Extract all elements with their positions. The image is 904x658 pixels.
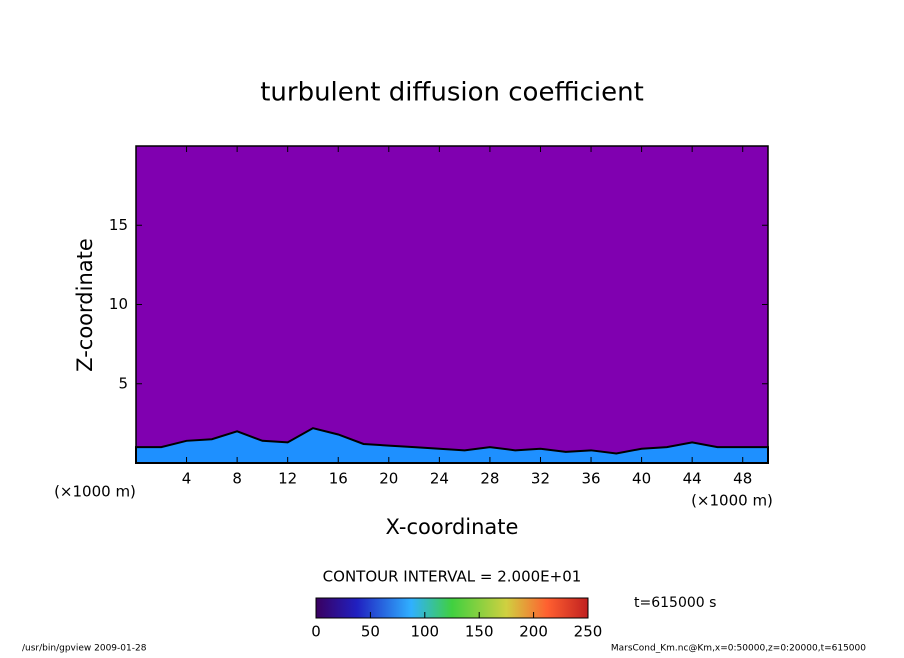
colorbar — [315, 597, 589, 619]
x-tick-label: 44 — [683, 470, 702, 488]
y-tick-label: 15 — [109, 216, 128, 234]
colorbar-tick-label: 150 — [465, 623, 494, 641]
y-tick-label: 5 — [118, 374, 128, 392]
colorbar-tick-label: 250 — [574, 623, 603, 641]
chart-title: turbulent diffusion coefficient — [260, 78, 644, 108]
x-tick-label: 12 — [278, 470, 297, 488]
footer-left: /usr/bin/gpview 2009-01-28 — [22, 644, 147, 654]
colorbar-tick-label: 0 — [311, 623, 321, 641]
x-tick-label: 16 — [329, 470, 348, 488]
y-axis-label: Z-coordinate — [73, 238, 97, 372]
x-tick-label: 4 — [182, 470, 192, 488]
x-tick-label: 40 — [632, 470, 651, 488]
x-tick-label: 24 — [430, 470, 449, 488]
colorbar-tick-label: 200 — [519, 623, 548, 641]
plot-background — [136, 146, 768, 463]
colorbar-tick-label: 50 — [361, 623, 380, 641]
x-tick-label: 48 — [733, 470, 752, 488]
x-tick-label: 28 — [480, 470, 499, 488]
x-tick-label: 32 — [531, 470, 550, 488]
area — [135, 427, 769, 464]
x-tick-label: 8 — [232, 470, 242, 488]
colorbar-tick-label: 100 — [410, 623, 439, 641]
contour-interval: CONTOUR INTERVAL = 2.000E+01 — [323, 568, 582, 586]
x-unit-label: (×1000 m) — [691, 492, 773, 510]
time-label: t=615000 s — [634, 595, 716, 611]
x-tick-label: 20 — [379, 470, 398, 488]
x-tick-label: 36 — [581, 470, 600, 488]
y-unit-label: (×1000 m) — [54, 483, 136, 501]
y-tick-label: 10 — [109, 295, 128, 313]
footer-right: MarsCond_Km.nc@Km,x=0:50000,z=0:20000,t=… — [611, 644, 866, 654]
x-axis-label: X-coordinate — [386, 515, 519, 539]
